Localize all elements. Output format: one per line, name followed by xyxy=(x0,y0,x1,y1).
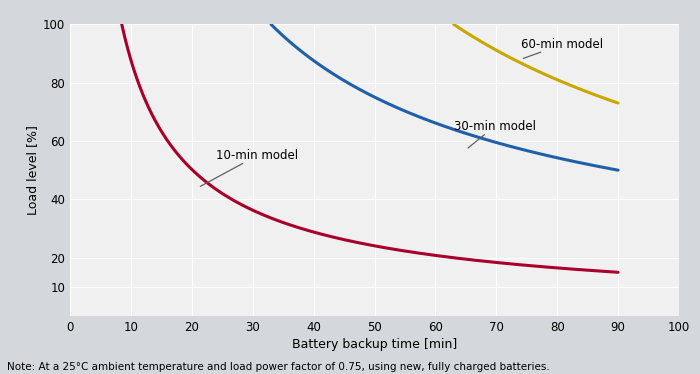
Text: 60-min model: 60-min model xyxy=(521,38,603,58)
X-axis label: Battery backup time [min]: Battery backup time [min] xyxy=(292,338,457,351)
Text: Note: At a 25°C ambient temperature and load power factor of 0.75, using new, fu: Note: At a 25°C ambient temperature and … xyxy=(7,362,550,372)
Text: 30-min model: 30-min model xyxy=(454,120,536,148)
Text: 10-min model: 10-min model xyxy=(200,149,298,186)
Y-axis label: Load level [%]: Load level [%] xyxy=(26,125,38,215)
